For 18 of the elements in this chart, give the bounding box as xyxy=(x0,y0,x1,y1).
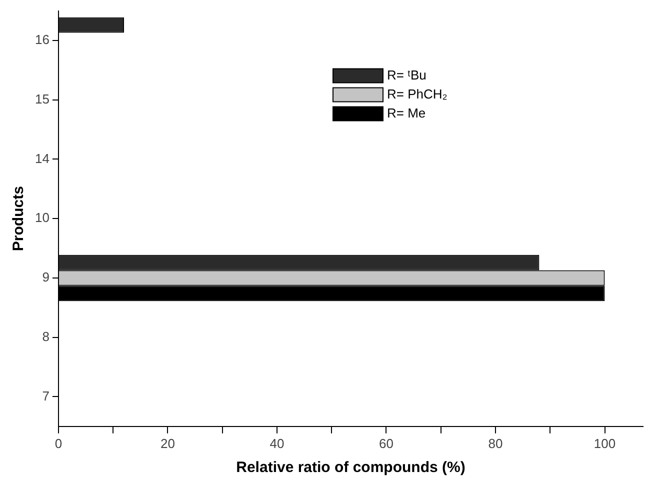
y-tick-label: 8 xyxy=(42,328,50,344)
x-axis-title: Relative ratio of compounds (%) xyxy=(236,459,466,476)
legend-label: R= PhCH₂ xyxy=(387,86,448,102)
x-tick-label: 0 xyxy=(54,436,62,451)
y-axis-title: Products xyxy=(10,186,28,252)
y-tick-label: 9 xyxy=(42,270,50,285)
y-tick-label: 16 xyxy=(34,32,50,48)
x-tick-label: 60 xyxy=(379,436,394,451)
x-tick-label: 80 xyxy=(488,436,503,451)
legend-label: R= Me xyxy=(387,105,426,120)
y-tick-label: 10 xyxy=(34,210,50,226)
x-tick-label: 20 xyxy=(160,436,175,451)
y-tick-label: 14 xyxy=(34,150,50,166)
legend-label: R= ᵗBu xyxy=(387,67,426,82)
x-tick-label: 100 xyxy=(594,436,616,451)
y-tick-label: 15 xyxy=(34,91,50,106)
y-tick-label: 7 xyxy=(42,388,50,404)
x-tick-label: 40 xyxy=(270,436,284,451)
